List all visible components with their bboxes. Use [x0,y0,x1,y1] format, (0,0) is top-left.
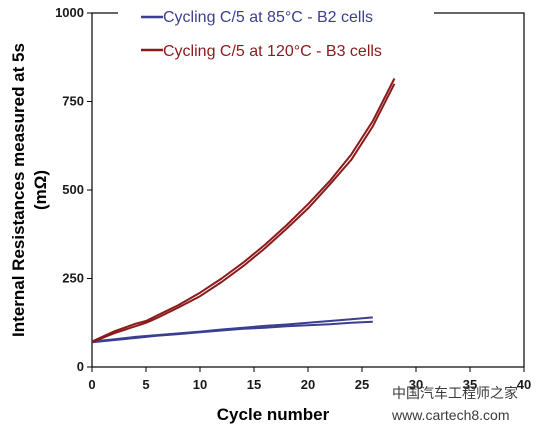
y-axis-ticks: 0 250 500 750 1000 [55,5,92,374]
x-tick-label-5: 5 [142,377,149,392]
x-tick-label-35: 35 [463,377,477,392]
x-tick-label-40: 40 [517,377,531,392]
x-tick-label-15: 15 [247,377,261,392]
y-tick-label-250: 250 [62,271,84,286]
legend-label-b3: Cycling C/5 at 120°C - B3 cells [163,43,382,60]
series-line-b2-2 [91,316,373,343]
legend-box [118,2,434,68]
legend-label-b2: Cycling C/5 at 85°C - B2 cells [163,9,373,26]
x-tick-label-10: 10 [193,377,207,392]
watermark-text: 中国汽车工程师之家 [392,385,518,401]
watermark: 中国汽车工程师之家 www.cartech8.com [391,385,518,423]
y-axis-title-line1: Internal Resistances measured at 5s [9,43,28,337]
x-tick-label-30: 30 [409,377,423,392]
y-axis-title-line2: (mΩ) [31,170,50,210]
x-tick-label-0: 0 [88,377,95,392]
y-tick-label-1000: 1000 [55,5,84,20]
y-tick-label-500: 500 [62,182,84,197]
y-tick-label-0: 0 [77,359,84,374]
plot-area [91,12,525,368]
series-line-b3-1 [91,83,396,344]
x-axis-title: Cycle number [217,405,330,424]
x-axis-ticks: 0 5 10 15 20 25 30 35 40 [88,367,531,392]
watermark-url: www.cartech8.com [391,407,509,423]
series-layer [91,78,396,344]
x-tick-label-25: 25 [355,377,369,392]
y-tick-label-750: 750 [62,94,84,109]
series-line-b2-1 [91,320,373,344]
y-axis-title-group: Internal Resistances measured at 5s (mΩ) [9,43,50,337]
series-line-b3-2 [91,78,396,343]
legend: Cycling C/5 at 85°C - B2 cells Cycling C… [118,2,434,68]
plot-frame [91,12,525,368]
x-tick-label-20: 20 [301,377,315,392]
